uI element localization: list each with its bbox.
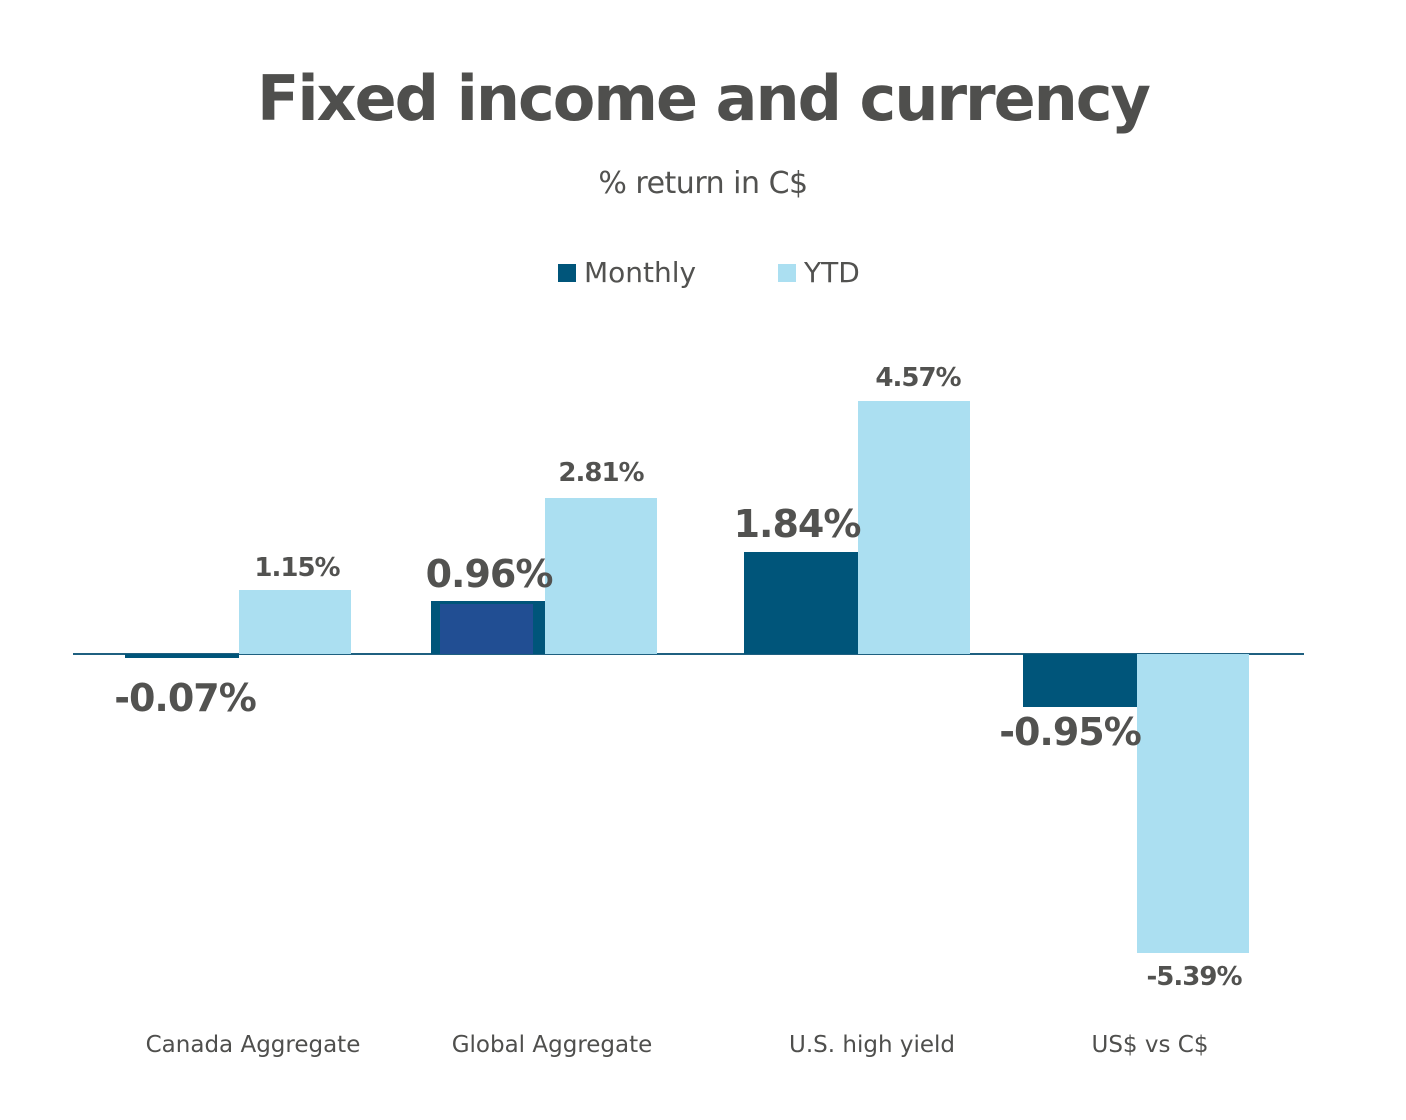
value-label-us-high-yield-ytd: 4.57% — [875, 363, 961, 393]
chart-subtitle: % return in C$ — [598, 166, 808, 201]
value-label-canada-ytd: 1.15% — [254, 553, 340, 583]
category-label-usd-vs-cad: US$ vs C$ — [1091, 1032, 1209, 1058]
category-label-global-aggregate: Global Aggregate — [451, 1032, 653, 1058]
bar-global-aggregate-ytd — [545, 498, 657, 654]
legend-item-monthly: Monthly — [558, 256, 696, 289]
category-label-us-high-yield: U.S. high yield — [789, 1032, 955, 1058]
bar-us-high-yield-ytd — [858, 400, 970, 654]
bar-us-high-yield-monthly — [744, 552, 858, 654]
value-label-us-high-yield-monthly: 1.84% — [733, 502, 862, 546]
legend-swatch-monthly — [558, 263, 576, 282]
value-label-global-ytd: 2.81% — [558, 458, 644, 488]
value-label-usd-vs-cad-ytd: -5.39% — [1146, 962, 1243, 992]
value-label-usd-vs-cad-monthly: -0.95% — [999, 710, 1142, 754]
legend-label-monthly: Monthly — [584, 256, 697, 289]
category-label-canada-aggregate: Canada Aggregate — [145, 1032, 361, 1058]
zero-axis-line — [73, 653, 1304, 655]
legend: Monthly YTD — [0, 256, 1406, 296]
value-label-canada-monthly: -0.07% — [114, 676, 257, 720]
bar-usd-vs-cad-monthly — [1023, 654, 1137, 707]
value-label-global-monthly: 0.96% — [425, 552, 554, 596]
bar-global-aggregate-monthly-overlay — [440, 603, 533, 654]
chart-title: Fixed income and currency — [257, 62, 1151, 135]
bar-canada-aggregate-ytd — [239, 590, 351, 654]
legend-label-ytd: YTD — [804, 256, 860, 289]
legend-item-ytd: YTD — [778, 256, 860, 289]
legend-swatch-ytd — [778, 263, 796, 282]
bar-usd-vs-cad-ytd — [1137, 654, 1249, 953]
bar-canada-aggregate-monthly — [125, 654, 239, 658]
